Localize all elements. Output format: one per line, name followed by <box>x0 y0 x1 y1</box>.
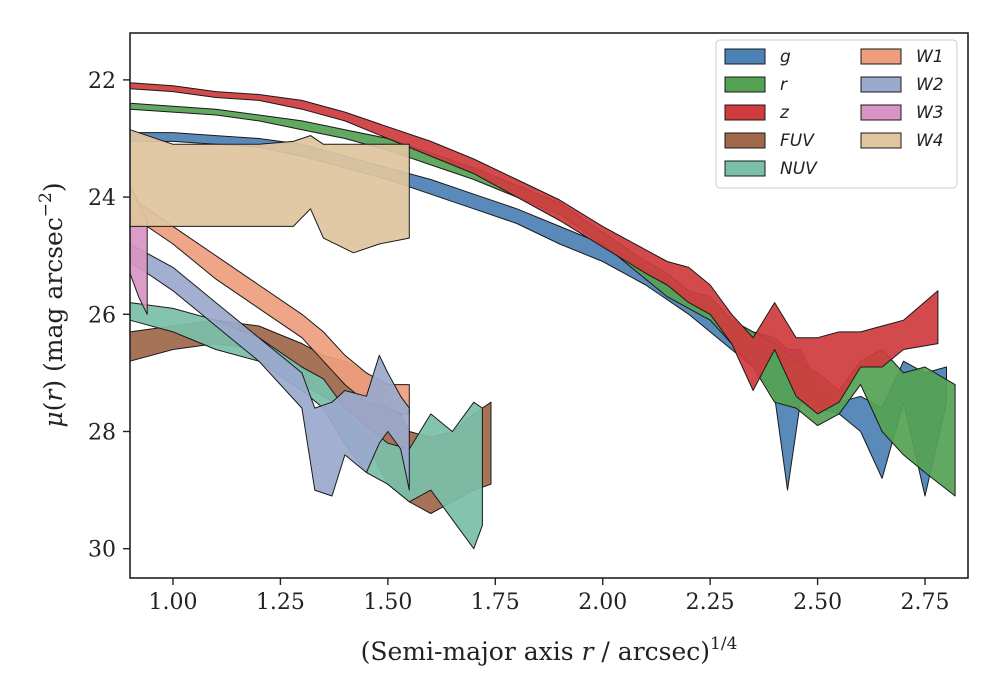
legend-swatch-fuv <box>724 132 766 149</box>
legend-label-w3: W3 <box>916 103 944 123</box>
legend-items: grz FUV NUV W1 W2 W3 W4 <box>724 47 944 179</box>
y-label-mu: μ <box>39 411 68 427</box>
y-label-var: r <box>39 388 68 402</box>
x-tick-label: 2.75 <box>901 590 950 615</box>
legend-label-z: z <box>779 103 790 123</box>
legend: grz FUV NUV W1 W2 W3 W4 <box>715 39 958 189</box>
legend-swatch-w2 <box>860 76 902 93</box>
series-layer <box>129 82 956 550</box>
legend-label-nuv: NUV <box>780 159 818 179</box>
x-tick-label: 2.25 <box>686 590 735 615</box>
x-tick-label: 2.50 <box>793 590 842 615</box>
plot-frame <box>129 32 969 579</box>
y-label-close: ) (mag arcsec <box>39 217 68 390</box>
legend-swatch-w4 <box>860 132 902 149</box>
legend-swatch-w1 <box>860 48 902 65</box>
legend-label-w2: W2 <box>916 75 944 95</box>
x-label-post: / arcsec) <box>593 637 710 666</box>
legend-label-w1: W1 <box>916 47 944 67</box>
y-label-end: ) <box>39 182 68 192</box>
y-label-open: ( <box>39 402 68 412</box>
y-tick-label: 26 <box>88 303 116 328</box>
legend-swatch-g <box>724 48 766 65</box>
legend-label-g: g <box>780 47 791 67</box>
x-label-var: r <box>582 637 596 666</box>
series-band-w2 <box>129 243 410 497</box>
legend-swatch-z <box>724 104 766 121</box>
series-band-w4 <box>129 129 410 254</box>
x-tick-label: 2.00 <box>578 590 627 615</box>
x-axis-label: (Semi-major axis r / arcsec)1/4 <box>361 634 738 666</box>
x-tick-label: 1.00 <box>148 590 197 615</box>
y-label-sup: −2 <box>36 192 56 217</box>
x-tick-label: 1.50 <box>363 590 412 615</box>
x-label-pre: (Semi-major axis <box>361 637 582 666</box>
legend-swatch-w3 <box>860 104 902 121</box>
legend-swatch-r <box>724 76 766 93</box>
legend-swatch-nuv <box>724 160 766 177</box>
y-tick-label: 22 <box>88 69 116 94</box>
x-axis: 1.00 1.25 1.50 1.75 2.00 2.25 2.50 2.75 <box>148 578 950 615</box>
y-axis: 22 24 26 28 30 <box>88 69 130 563</box>
legend-label-fuv: FUV <box>780 131 815 151</box>
x-tick-label: 1.75 <box>471 590 520 615</box>
x-tick-label: 1.25 <box>256 590 305 615</box>
y-axis-label: μ(r) (mag arcsec−2) <box>36 182 68 427</box>
x-label-sup: 1/4 <box>710 634 737 654</box>
y-tick-label: 30 <box>88 538 116 563</box>
y-tick-label: 24 <box>88 186 116 211</box>
series-band-z <box>129 82 939 415</box>
legend-label-r: r <box>780 75 788 95</box>
y-tick-label: 28 <box>88 420 116 445</box>
legend-label-w4: W4 <box>916 131 944 151</box>
